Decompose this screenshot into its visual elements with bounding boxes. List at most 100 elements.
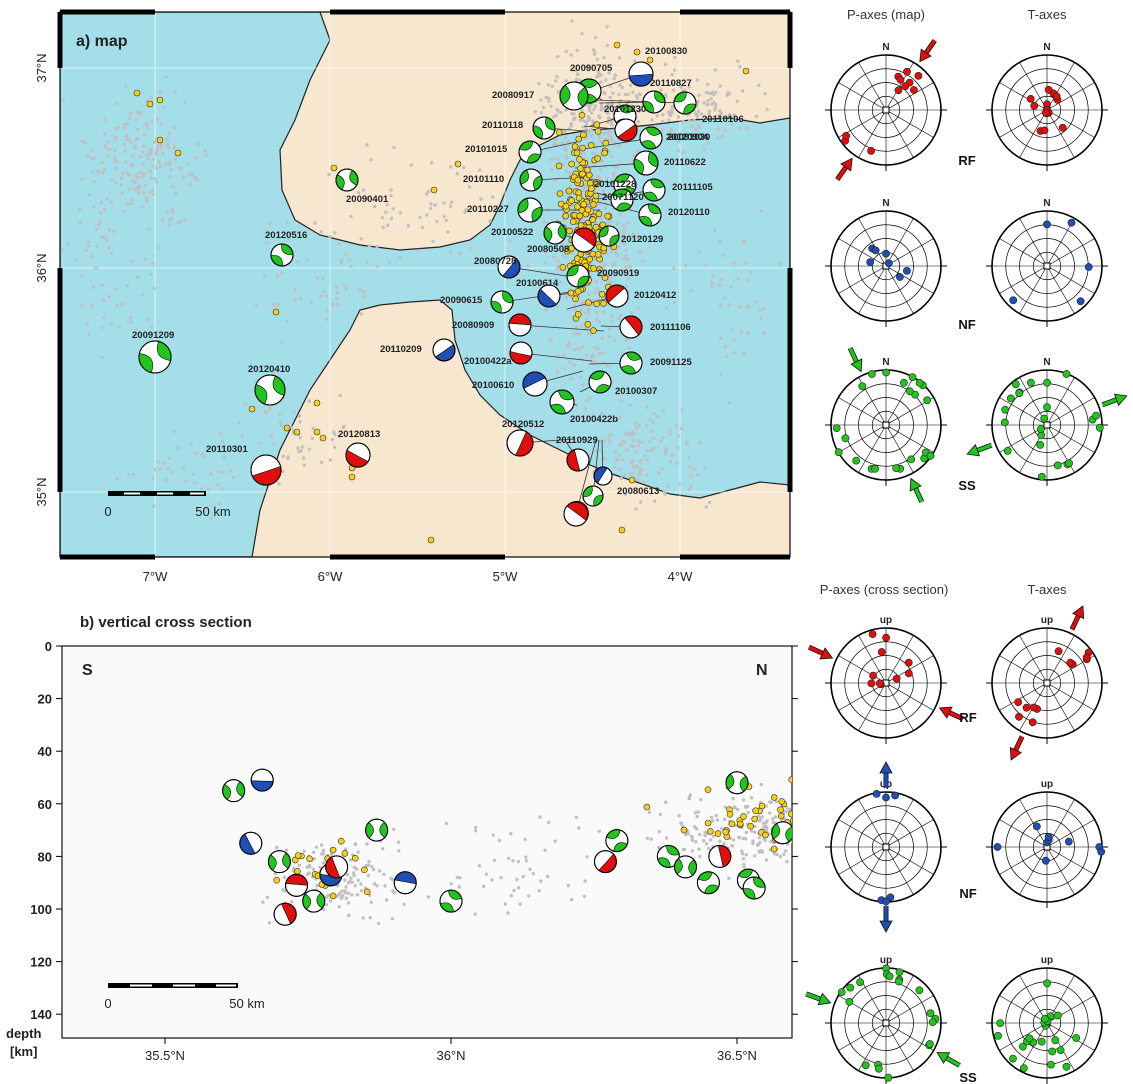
map-beachball <box>138 340 172 374</box>
stereonet-direction-label: up <box>880 955 892 966</box>
depth-unit: [km] <box>10 1044 37 1059</box>
event-label: 20101015 <box>465 144 508 155</box>
event-label: 20100614 <box>516 278 559 289</box>
section-beachball <box>393 871 417 895</box>
event-label: 20120512 <box>502 419 544 430</box>
scalebar-end: 50 km <box>229 996 264 1011</box>
lon-tick: 7°W <box>143 569 168 584</box>
section-focal-mechanisms <box>11 768 954 926</box>
event-label: 20101228 <box>594 179 636 190</box>
section-beachball <box>593 850 617 874</box>
map-beachball <box>518 140 542 164</box>
event-label: 20100522 <box>491 227 533 238</box>
event-label: 20090401 <box>346 194 389 205</box>
lon-tick: 4°W <box>668 569 693 584</box>
section-beachball <box>11 819 33 841</box>
scalebar-start: 0 <box>104 996 111 1011</box>
section-right-label: N <box>756 662 768 679</box>
map-beachball <box>614 118 638 142</box>
map-beachball <box>566 264 590 288</box>
section-beachball <box>267 850 291 874</box>
event-label: 20100422b <box>570 414 618 425</box>
map-beachball <box>254 374 286 406</box>
event-label: 20090919 <box>597 268 639 279</box>
map-beachball <box>571 227 597 253</box>
map-beachball <box>638 203 662 227</box>
map-beachball <box>543 221 567 245</box>
stereonet-t-map-nf: N <box>986 198 1108 327</box>
map-beachball <box>250 454 282 486</box>
map-beachball <box>642 90 666 114</box>
section-beachball <box>696 871 720 895</box>
event-label: 20100830 <box>645 46 687 57</box>
stereo-label-rf: RF <box>959 710 976 725</box>
stereonet-direction-label: up <box>880 615 892 626</box>
map-focal-mechanisms: 20100830 20090705 20110827 20080917 20110106… <box>132 46 744 527</box>
stereonet-direction-label: N <box>1043 198 1050 209</box>
event-label: 20110227 <box>467 204 509 215</box>
section-title: b) vertical cross section <box>80 614 252 631</box>
event-label: 20101230 <box>604 104 646 115</box>
section-beachball <box>285 873 309 897</box>
event-label: 20111105 <box>672 182 713 193</box>
map-beachball <box>497 255 521 279</box>
stereonet-direction-label: N <box>882 357 889 368</box>
event-label: 20110106 <box>702 114 744 125</box>
event-label: 20100307 <box>615 386 657 397</box>
depth-tick: 40 <box>38 744 52 759</box>
stereo-label-nf: NF <box>959 886 976 901</box>
section-beachball <box>250 768 274 792</box>
event-label: 20110301 <box>206 444 248 455</box>
section-beachball <box>439 889 463 913</box>
stereonet-direction-label: up <box>1041 779 1053 790</box>
stereonet-t-sec-ss: up <box>986 955 1108 1084</box>
section-beachball <box>771 821 792 845</box>
stereo-header-t-map: T-axes <box>1027 7 1067 22</box>
event-label: 20091030 <box>668 132 710 143</box>
event-label: 20120110 <box>668 207 710 218</box>
section-beachball <box>222 779 246 803</box>
section-x-tick: 35.5°N <box>145 1048 185 1063</box>
event-label: 20091209 <box>132 330 174 341</box>
stereonet-p-map-nf: N <box>825 198 947 327</box>
map-beachball <box>559 81 589 111</box>
event-label: 20080613 <box>617 486 659 497</box>
depth-tick: 140 <box>30 1007 52 1022</box>
event-label: 20110118 <box>482 120 523 131</box>
map-beachball <box>506 429 534 457</box>
depth-label: depth <box>6 1026 41 1041</box>
stereonet-p-map-rf: N <box>825 38 947 182</box>
map-beachball <box>619 315 643 339</box>
map-beachball <box>642 178 666 202</box>
event-label: 20100610 <box>472 380 514 391</box>
stereonet-direction-label: N <box>882 42 889 53</box>
map-beachball <box>605 284 629 308</box>
stereo-header-p-map: P-axes (map) <box>847 7 925 22</box>
stereo-header-t-section: T-axes <box>1027 582 1067 597</box>
section-beachball <box>932 777 954 799</box>
map-beachball <box>519 168 543 192</box>
map-beachball <box>345 442 371 468</box>
section-panel: b) vertical cross section S N 0 20 40 60 80 1… <box>6 614 1038 1063</box>
map-beachball <box>633 150 659 176</box>
event-label: 20120813 <box>338 429 380 440</box>
lat-tick: 37°N <box>34 53 49 82</box>
stereo-label-ss: SS <box>959 1070 977 1084</box>
stereonet-p-sec-rf: up <box>807 615 965 744</box>
map-beachball <box>673 91 697 115</box>
stereonet-direction-label: up <box>1041 615 1053 626</box>
depth-tick: 60 <box>38 797 52 812</box>
event-label: 20080728 <box>474 256 516 267</box>
event-label: 20120904 <box>666 132 709 143</box>
section-beachball <box>302 889 326 913</box>
section-scalebar: 0 50 km <box>104 983 265 1011</box>
scalebar-start: 0 <box>104 504 111 519</box>
section-beachball <box>725 771 749 795</box>
event-label: 20120129 <box>621 234 663 245</box>
stereo-label-ss: SS <box>958 478 976 493</box>
map-beachball <box>619 351 643 375</box>
stereonet-direction-label: N <box>882 198 889 209</box>
depth-tick: 100 <box>30 902 52 917</box>
map-title: a) map <box>76 33 128 50</box>
